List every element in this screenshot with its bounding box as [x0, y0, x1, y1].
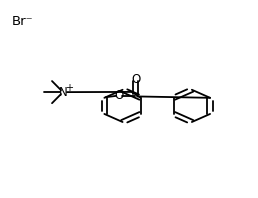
Text: Br⁻: Br⁻ — [12, 15, 34, 28]
Text: O: O — [131, 73, 141, 86]
Text: N: N — [59, 86, 68, 99]
Text: +: + — [65, 83, 73, 93]
Text: O: O — [115, 89, 124, 102]
